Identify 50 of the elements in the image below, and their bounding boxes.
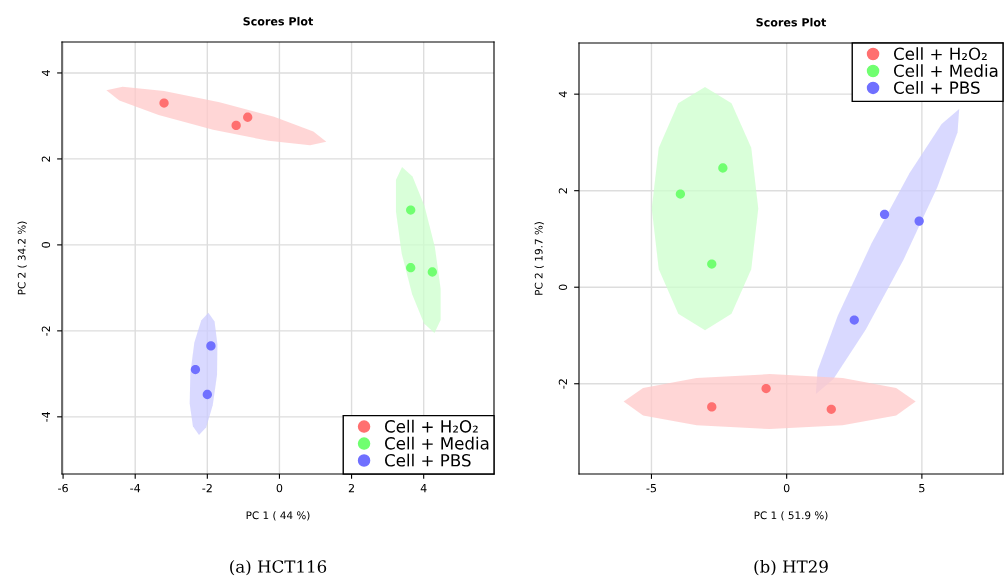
legend-label: Cell + Media <box>384 436 489 450</box>
point <box>206 341 216 351</box>
point <box>427 267 437 277</box>
x-tick-label: 2 <box>348 483 354 493</box>
point <box>707 402 717 412</box>
y-tick-label: -4 <box>41 411 50 422</box>
x-tick-label: 4 <box>420 484 427 493</box>
chart-title: Scores Plot <box>756 17 827 27</box>
x-tick-label: -4 <box>130 484 141 493</box>
y-axis-title: PC 2 ( 34.2 %) <box>17 221 27 295</box>
y-tick-label: -2 <box>41 326 50 336</box>
text: (a) HCT116 <box>230 559 327 576</box>
legend-label: Cell + H₂O₂ <box>384 419 478 433</box>
legend-label: Cell + Media <box>893 64 998 78</box>
y-tick-label: 4 <box>41 70 50 76</box>
point <box>675 189 686 199</box>
legend-label: Cell + H₂O₂ <box>893 47 987 61</box>
x-tick-label: 0 <box>276 483 283 493</box>
point <box>826 404 836 414</box>
point <box>406 263 416 273</box>
x-axis-title: PC 1 ( 51.9 %) <box>754 511 828 521</box>
y-axis-title: PC 2 ( 19.7 %) <box>534 222 544 295</box>
y-tick-label: 0 <box>558 284 568 291</box>
point <box>849 315 859 325</box>
x-axis-title: PC 1 ( 44 %) <box>246 511 310 521</box>
point <box>159 98 169 108</box>
point <box>718 163 728 173</box>
point <box>190 364 201 375</box>
point <box>243 112 253 122</box>
x-tick-label: 0 <box>783 483 790 493</box>
x-tick-label: -6 <box>58 483 68 493</box>
point <box>879 209 890 219</box>
legend-label: Cell + PBS <box>893 81 980 94</box>
text: (b) HT29 <box>754 559 828 576</box>
x-tick-label: -2 <box>202 483 212 493</box>
point <box>761 383 771 394</box>
y-tick-label: -2 <box>558 379 567 389</box>
y-tick-label: 4 <box>558 91 567 98</box>
point <box>406 205 416 215</box>
y-tick-label: 0 <box>41 242 51 248</box>
y-tick-label: 2 <box>41 156 50 162</box>
point <box>231 120 241 131</box>
legend-label: Cell + PBS <box>384 453 471 467</box>
point <box>914 216 924 226</box>
y-tick-label: 2 <box>558 188 567 194</box>
chart-title: Scores Plot <box>243 16 314 26</box>
x-tick-label: -5 <box>646 484 657 493</box>
point <box>202 389 212 400</box>
x-tick-label: 5 <box>919 484 925 493</box>
point <box>707 259 717 269</box>
